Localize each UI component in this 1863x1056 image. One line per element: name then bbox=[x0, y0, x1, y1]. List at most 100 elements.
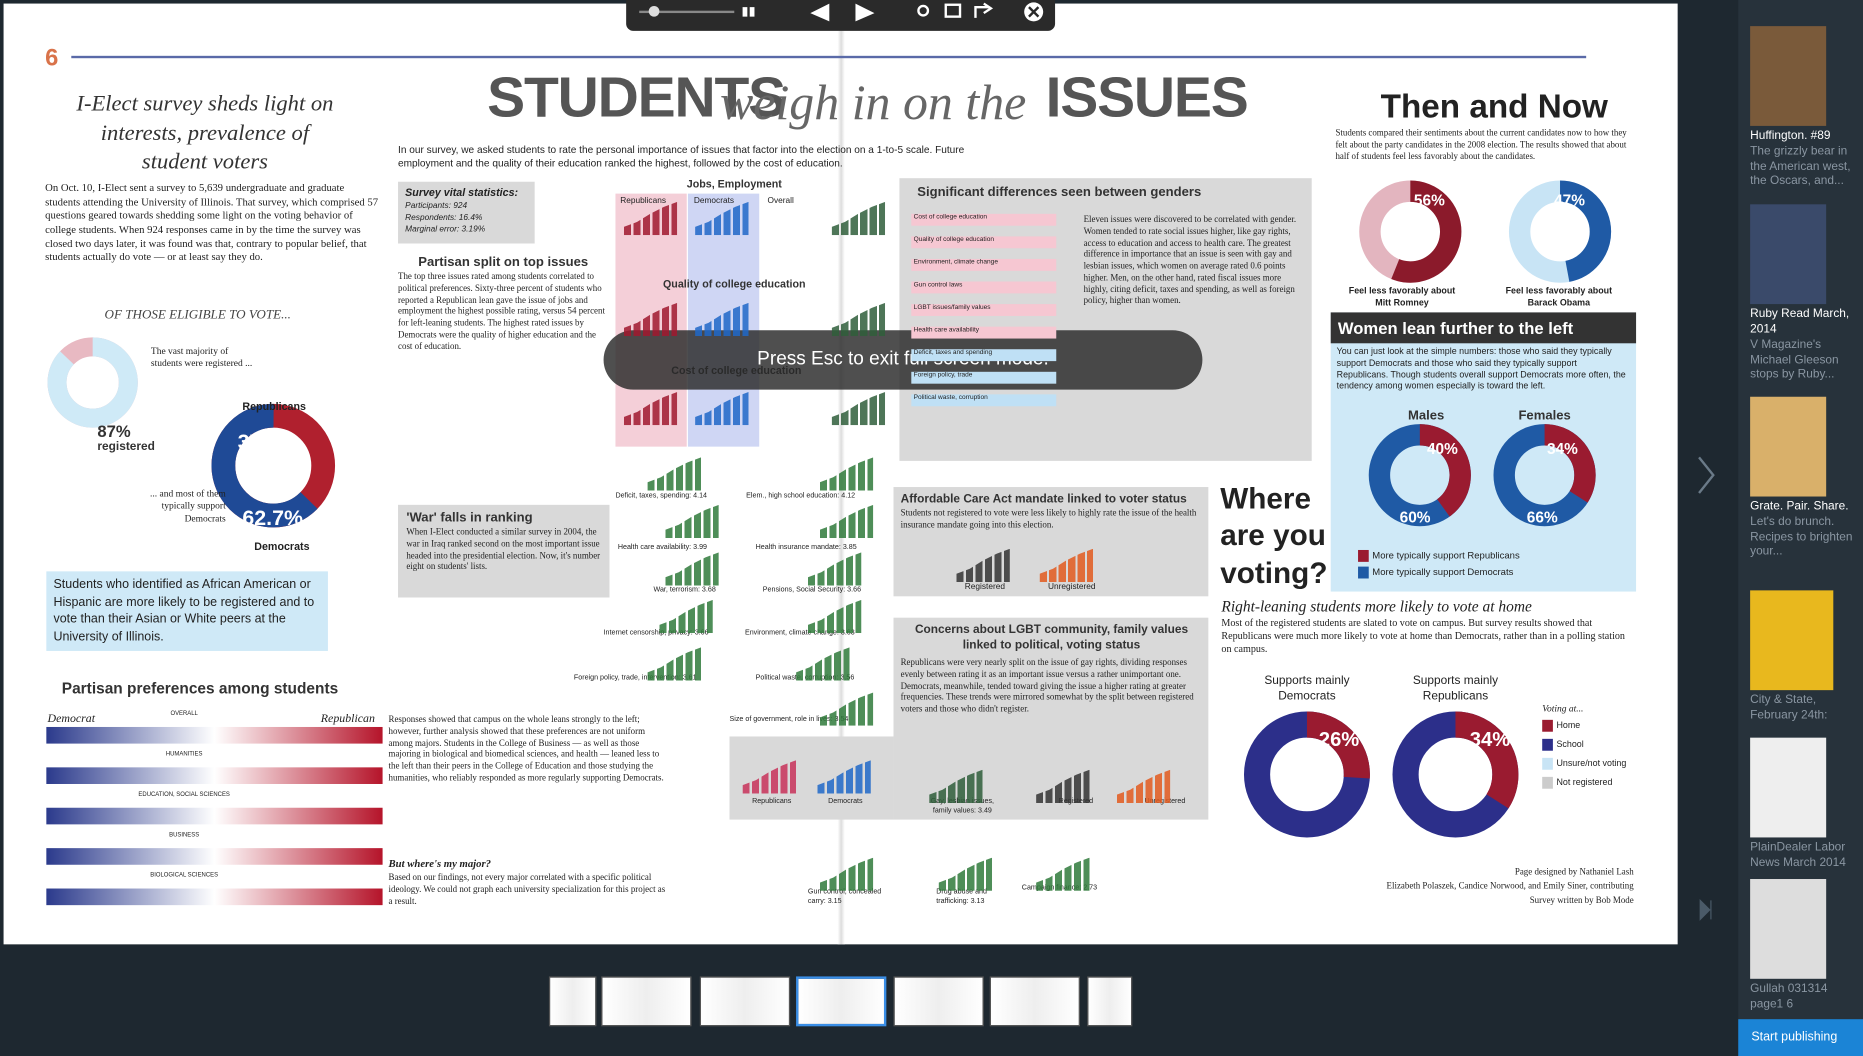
where-legend-title: Voting at... bbox=[1542, 703, 1584, 714]
where-rep-caption: Supports mainly Republicans bbox=[1412, 674, 1499, 704]
issue-label: Foreign policy, trade, intervention: 3.6… bbox=[573, 674, 697, 682]
donut-arc bbox=[1392, 711, 1519, 838]
where-heading: Where are you voting? bbox=[1220, 482, 1328, 590]
page-number: 6 bbox=[45, 45, 59, 72]
search-button[interactable] bbox=[917, 4, 930, 17]
major-body: Based on our findings, not every major c… bbox=[388, 871, 666, 906]
sidebar: Huffington. #89 The grizzly bear in the A… bbox=[1738, 0, 1863, 1056]
sidebar-cover[interactable] bbox=[1750, 204, 1827, 305]
next-page[interactable] bbox=[1698, 456, 1715, 494]
start-publishing[interactable]: Start publishing bbox=[1738, 1019, 1863, 1056]
aca-group: Unregistered bbox=[1047, 583, 1096, 592]
issue-label: Pensions, Social Security: 3.66 bbox=[762, 586, 862, 594]
romney-caption: Feel less favorably about Mitt Romney bbox=[1348, 285, 1456, 308]
stats-heading: Survey vital statistics: bbox=[405, 186, 519, 199]
sidebar-desc: The grizzly bear in the American west, t… bbox=[1750, 144, 1851, 188]
issue-label: Health insurance mandate: 3.85 bbox=[755, 544, 857, 552]
share-button[interactable] bbox=[974, 2, 994, 18]
where-body: Most of the registered students are slat… bbox=[1221, 616, 1625, 655]
toolbar bbox=[626, 0, 1056, 31]
sidebar-title[interactable]: PlainDealer Labor News March 2014 bbox=[1750, 841, 1846, 869]
aca-heading: Affordable Care Act mandate linked to vo… bbox=[900, 492, 1187, 507]
major-heading: But where's my major? bbox=[388, 857, 492, 870]
title-c: ISSUES bbox=[1045, 66, 1249, 130]
partisan-bar-label: OVERALL bbox=[170, 710, 198, 718]
page-thumbnail[interactable] bbox=[699, 976, 791, 1027]
close-x bbox=[1028, 6, 1040, 18]
toolbar-icons bbox=[742, 2, 1044, 22]
page-thumbnail[interactable] bbox=[989, 976, 1081, 1027]
registered-label: 87% bbox=[97, 421, 131, 441]
gender-item: Environment, climate change bbox=[911, 258, 1057, 271]
credit-line: Page designed by Nathaniel Lash bbox=[1514, 865, 1634, 877]
women-donuts bbox=[1368, 424, 1596, 527]
partisan-right: Republican bbox=[320, 712, 375, 726]
sidebar-title[interactable]: Grate. Pair. Share. bbox=[1750, 500, 1849, 514]
gender-item: LGBT issues/family values bbox=[911, 304, 1057, 316]
split-body: The top three issues rated among student… bbox=[398, 270, 605, 352]
sidebar-cover[interactable] bbox=[1750, 396, 1827, 497]
women-legend-item: More typically support Democrats bbox=[1358, 566, 1513, 579]
sidebar-cover[interactable] bbox=[1750, 737, 1827, 838]
gender-item: Health care availability bbox=[911, 326, 1057, 339]
partisan-bar-label: EDUCATION, SOCIAL SCIENCES bbox=[138, 791, 230, 799]
sidebar-cover[interactable] bbox=[1750, 590, 1834, 691]
sidebar-title[interactable]: Huffington. #89 bbox=[1750, 129, 1831, 143]
issue-label: War, terrorism: 3.68 bbox=[653, 586, 716, 594]
where-rep-label: 34% bbox=[1469, 728, 1511, 751]
column-head: Democrats bbox=[693, 197, 735, 206]
then-donuts bbox=[1359, 180, 1612, 283]
women-body: You can just look at the simple numbers:… bbox=[1336, 345, 1626, 392]
last-page[interactable] bbox=[1699, 898, 1712, 921]
next-button[interactable] bbox=[855, 3, 875, 22]
zoom-knob[interactable] bbox=[648, 5, 660, 17]
column-head: Overall bbox=[767, 197, 794, 206]
partisan-bar bbox=[46, 767, 383, 784]
sidebar-cover[interactable] bbox=[1750, 879, 1827, 979]
lgbt-group: Republicans bbox=[752, 798, 792, 806]
grid-icon[interactable] bbox=[742, 7, 748, 17]
lgbt-heading: Concerns about LGBT community, family va… bbox=[914, 623, 1189, 653]
dem-label: 62.7% bbox=[242, 506, 304, 530]
gender-item: Political waste, corruption bbox=[911, 394, 1057, 407]
lead-body: On Oct. 10, I-Elect sent a survey to 5,6… bbox=[45, 181, 379, 264]
issue-label: Size of government, role in lives: 3.54 bbox=[729, 716, 849, 724]
aca-body: Students not registered to vote were les… bbox=[900, 507, 1197, 530]
sidebar-title[interactable]: City & State, February 24th: bbox=[1750, 693, 1828, 722]
donut-arc bbox=[1243, 711, 1370, 838]
split-heading: Partisan split on top issues bbox=[418, 255, 589, 270]
column-head: Republicans bbox=[620, 197, 666, 206]
males-rep: 40% bbox=[1426, 439, 1458, 458]
sidebar-title[interactable]: Ruby Read March, 2014 bbox=[1750, 307, 1850, 336]
grid-icon-b[interactable] bbox=[749, 7, 755, 17]
gender-item: Quality of college education bbox=[911, 236, 1057, 249]
page-thumbnail[interactable] bbox=[796, 976, 887, 1027]
sidebar-title[interactable]: Gullah 031314 page1 6 bbox=[1750, 982, 1828, 1011]
pages-button[interactable] bbox=[944, 3, 962, 18]
page-thumbnail[interactable] bbox=[893, 976, 984, 1027]
genders-body: Eleven issues were discovered to be corr… bbox=[1083, 213, 1297, 306]
issue-label: Internet censorship, privacy: 3.66 bbox=[603, 629, 709, 637]
gender-item: Cost of college education bbox=[911, 213, 1057, 226]
sidebar-desc: Let's do brunch. Recipes to brighten you… bbox=[1750, 515, 1853, 559]
page-thumbnail[interactable] bbox=[601, 976, 692, 1027]
obama-label: 47% bbox=[1554, 191, 1586, 210]
gender-item: Gun control laws bbox=[911, 281, 1057, 294]
prev-button[interactable] bbox=[810, 3, 830, 22]
quality-title: Quality of college education bbox=[662, 277, 806, 290]
page-thumbnail[interactable] bbox=[548, 976, 597, 1027]
issue-label: Drug abuse and trafficking: 3.13 bbox=[936, 888, 987, 905]
lgbt-body: Republicans were very nearly split on th… bbox=[900, 656, 1194, 714]
eligible-note: The vast majority of students were regis… bbox=[150, 345, 253, 369]
eligible-note2: ... and most of them typically support D… bbox=[149, 488, 226, 524]
sidebar-cover[interactable] bbox=[1750, 26, 1827, 126]
page-thumbnail[interactable] bbox=[1087, 976, 1133, 1027]
genders-heading: Significant differences seen between gen… bbox=[917, 185, 1202, 200]
credit-line: Elizabeth Polaszek, Candice Norwood, and… bbox=[1386, 880, 1634, 891]
zoom-slider[interactable] bbox=[639, 10, 735, 14]
nav-arrows bbox=[1698, 456, 1715, 921]
intro: In our survey, we asked students to rate… bbox=[398, 143, 965, 169]
stats-box bbox=[398, 181, 535, 244]
rep-label: 37.3% bbox=[237, 430, 299, 454]
header-rule bbox=[71, 55, 1587, 59]
